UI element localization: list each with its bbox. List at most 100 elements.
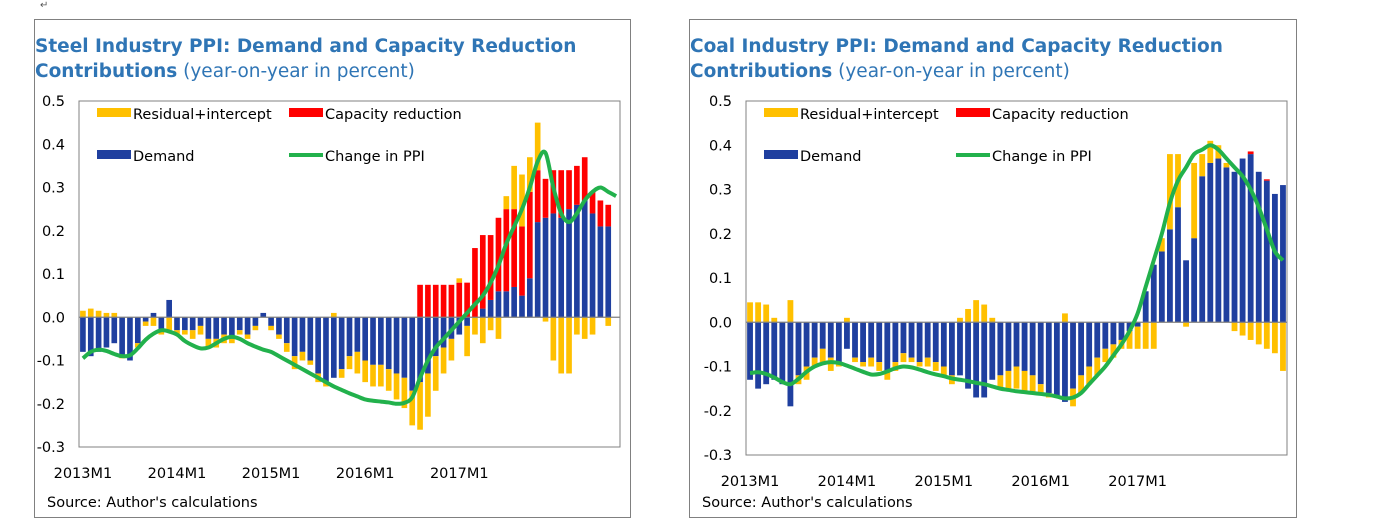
residual-bar [747,302,753,323]
residual-bar [464,325,470,357]
title-normal: (year-on-year in percent) [177,61,415,82]
capacity-bar [534,170,541,223]
residual-bar [425,373,431,417]
demand-bar [1167,229,1173,323]
residual-bar [268,325,274,331]
residual-bar [981,304,988,323]
residual-bar [932,362,939,371]
residual-bar [330,312,337,318]
demand-bar [542,217,549,318]
legend-label: Capacity reduction [992,107,1129,123]
y-tick-label: 0.3 [709,183,732,199]
residual-bar [385,369,392,391]
residual-bar [1223,162,1230,168]
demand-bar [80,317,86,352]
y-tick-label: -0.1 [704,360,732,376]
demand-bar [1150,264,1157,323]
demand-bar [940,322,947,367]
residual-bar [362,360,369,383]
residual-bar [1078,375,1085,394]
demand-bar [876,322,883,363]
capacity-bar [558,170,565,218]
demand-bar [1263,180,1270,323]
title-normal: (year-on-year in percent) [832,61,1070,82]
demand-bar [916,322,923,363]
y-tick-label: 0.0 [709,315,732,331]
demand-bar [197,317,204,326]
demand-bar [346,317,353,357]
demand-bar [957,322,963,376]
residual-bar [1150,322,1157,349]
steel-plot: 0.5 0.4 0.3 0.2 0.1 0.0 -0.1 -0.2 -0.3 2013M1 2014… [37,94,621,482]
demand-bar [534,222,541,318]
residual-bar [1271,322,1278,354]
demand-bar [827,322,834,358]
capacity-bar [511,209,517,287]
demand-bar [158,317,165,331]
demand-bar [973,322,980,398]
residual-bar [860,362,866,367]
capacity-bar [1263,179,1270,181]
demand-bar [1207,162,1214,323]
demand-bar [119,317,125,357]
residual-bar [868,357,875,367]
legend-label: Capacity reduction [325,107,462,123]
residual-bar [1255,322,1262,345]
demand-bar [558,217,565,318]
residual-bar [534,122,541,171]
residual-bar [448,338,455,361]
residual-bar [957,317,963,323]
demand-bar [747,322,753,380]
demand-bar [268,317,274,326]
residual-bar [965,308,971,323]
demand-bar [432,317,439,357]
paragraph-mark: ↵ [40,0,49,11]
residual-bar [558,317,565,374]
residual-bar [197,325,204,335]
capacity-bar [456,282,463,318]
demand-bar [1280,185,1286,323]
capacity-bar [605,204,612,227]
demand-bar [1094,322,1101,358]
demand-bar [189,317,196,331]
demand-bar [1247,154,1254,323]
demand-bar [1191,238,1198,323]
residual-bar [1231,322,1238,332]
demand-bar [1086,322,1093,367]
x-tick-label: 2015M1 [242,466,301,482]
residual-bar [1013,366,1020,389]
y-tick-label: 0.5 [42,94,65,110]
demand-bar [755,322,762,389]
demand-bar [291,317,298,357]
demand-bar [142,317,149,322]
demand-bar [844,322,850,349]
demand-bar [1126,322,1133,332]
y-tick-label: -0.3 [704,448,732,464]
residual-bar [1102,348,1109,363]
residual-bar [393,373,400,400]
demand-bar [948,322,955,376]
title-line-1: Steel Industry PPI: Demand and Capacity … [35,34,630,59]
x-tick-label: 2016M1 [1011,474,1070,490]
residual-bar [244,334,251,339]
x-tick-label: 2015M1 [915,474,974,490]
legend-swatch [956,108,990,117]
y-tick-label: 0.1 [709,271,732,287]
residual-bar [924,357,931,367]
demand-bar [229,317,235,339]
y-tick-label: -0.2 [704,404,732,420]
demand-bar [1175,207,1181,323]
residual-bar [346,356,353,370]
legend-label: Residual+intercept [133,107,272,123]
demand-bar [487,299,494,318]
legend-swatch [97,150,131,159]
plot-area [745,100,1288,456]
capacity-bar [574,165,580,205]
demand-bar [276,317,282,335]
residual-bar [519,174,525,227]
residual-bar [417,382,423,430]
residual-bar [852,357,858,363]
residual-bar [997,375,1004,389]
demand-bar [1078,322,1085,376]
demand-bar [127,317,133,361]
